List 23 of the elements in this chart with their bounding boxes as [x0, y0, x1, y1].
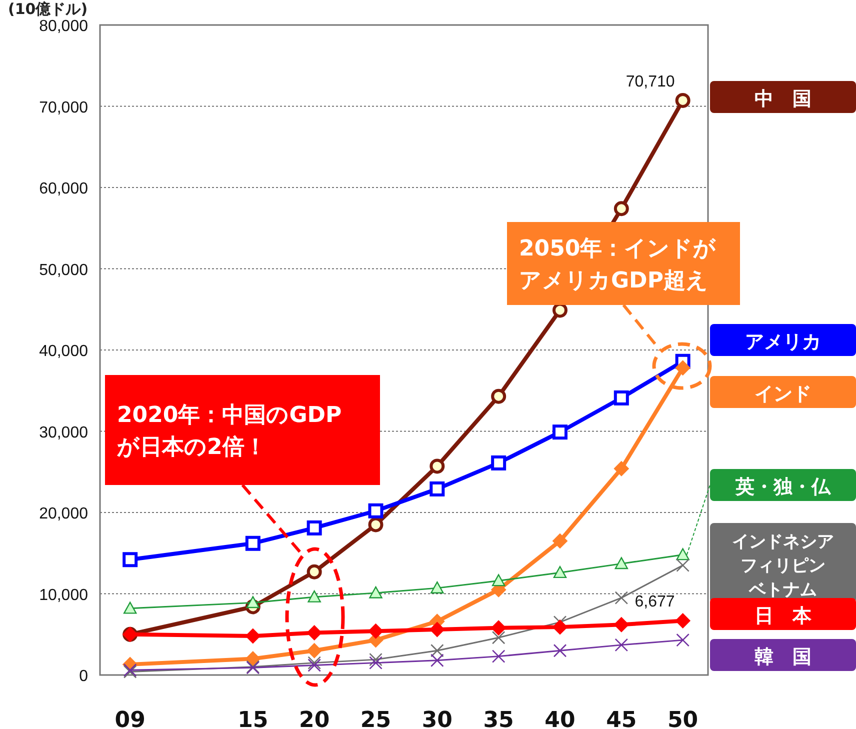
x-tick-label: 25 — [360, 708, 392, 729]
y-tick-label: 50,000 — [39, 262, 88, 279]
x-tick-label: 20 — [299, 708, 330, 729]
x-tick-label: 35 — [483, 708, 514, 729]
data-label: 70,710 — [626, 73, 675, 90]
x-tick-label: 45 — [606, 708, 637, 729]
y-tick-label: 80,000 — [39, 18, 88, 35]
x-tick-label: 09 — [114, 708, 146, 729]
y-tick-label: 10,000 — [39, 586, 88, 604]
annotation: 2050年：インドがアメリカGDP超え — [519, 236, 716, 294]
y-tick-label: 20,000 — [39, 506, 88, 522]
y-tick-label: 60,000 — [39, 180, 88, 198]
y-tick-label: 0 — [79, 668, 88, 685]
x-tick-label: 15 — [238, 708, 268, 729]
x-tick-label: 30 — [422, 708, 452, 729]
y-axis-title: (10億ドル) — [8, 0, 88, 18]
annotation: 2020年：中国のGDPが日本の2倍！ — [116, 403, 342, 460]
y-tick-label: 70,000 — [39, 99, 88, 116]
x-tick-label: 40 — [544, 708, 576, 729]
y-tick-label: 40,000 — [39, 343, 88, 360]
data-label: 6,677 — [634, 594, 675, 611]
y-tick-label: 30,000 — [39, 424, 88, 442]
x-tick-label: 50 — [668, 708, 698, 729]
